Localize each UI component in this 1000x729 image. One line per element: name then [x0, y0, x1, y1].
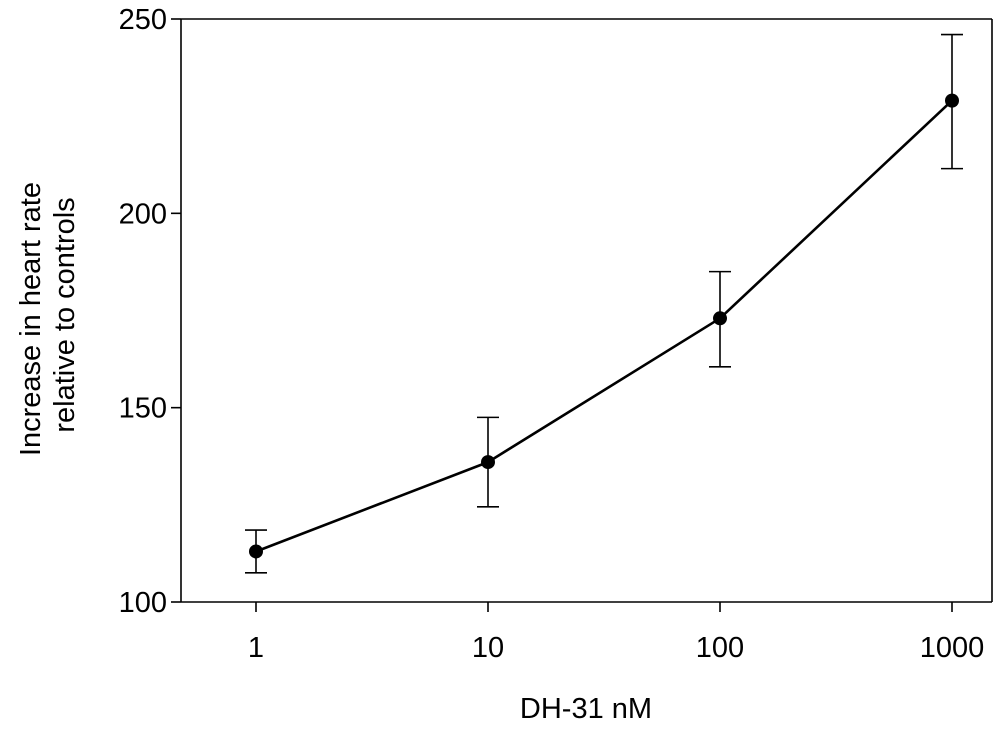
data-point	[945, 93, 959, 108]
series-layer	[245, 33, 963, 574]
data-point	[713, 311, 727, 326]
x-tick-label: 10	[472, 632, 504, 664]
y-axis-title: Increase in heart rate relative to contr…	[15, 174, 81, 456]
y-axis-title-line-1: Increase in heart rate	[15, 182, 47, 456]
x-tick-label: 1000	[920, 632, 985, 664]
y-tick-label: 250	[119, 4, 167, 36]
x-axis-title: DH-31 nM	[520, 693, 652, 725]
x-tick-label: 100	[696, 632, 744, 664]
y-tick-label: 150	[119, 393, 167, 425]
x-tick-label: 1	[248, 632, 264, 664]
plot-frame	[180, 18, 993, 603]
y-tick-label: 200	[119, 198, 167, 230]
y-tick-label: 100	[119, 587, 167, 619]
data-point	[481, 455, 495, 470]
x-axis-ticks: 1 10 100 1000	[248, 602, 984, 664]
y-axis-title-line-2: relative to controls	[49, 197, 81, 432]
data-point	[249, 544, 263, 559]
y-axis-ticks: 100 150 200 250	[119, 4, 181, 619]
axis-titles: DH-31 nM Increase in heart rate relative…	[15, 174, 652, 725]
series-line	[255, 99, 953, 553]
